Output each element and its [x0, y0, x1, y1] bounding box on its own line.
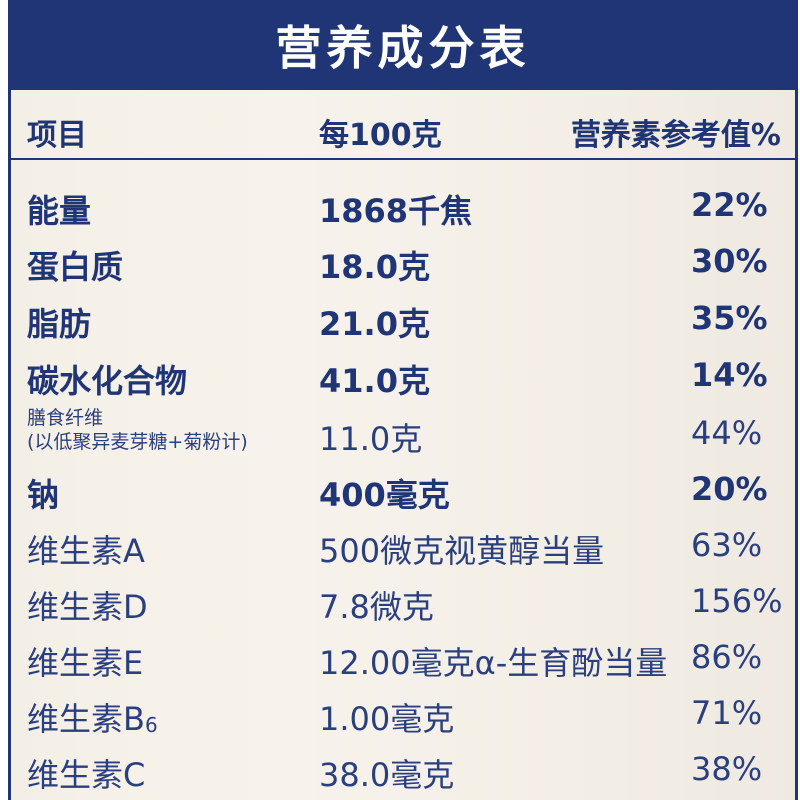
nutrient-nrv: 86% — [691, 638, 763, 676]
nutrient-amount: 12.00毫克α-生育酚当量 — [319, 644, 668, 682]
nutrient-name: 维生素E — [27, 644, 144, 682]
nutrient-amount: 21.0克 — [319, 305, 430, 343]
table-row: 脂肪 21.0克 35% — [11, 291, 795, 347]
nutrient-nrv: 35% — [691, 299, 768, 337]
nutrient-amount: 7.8微克 — [319, 588, 434, 626]
table-row: 能量 1868千焦 22% — [11, 178, 795, 234]
nutrient-name: 维生素D — [27, 588, 148, 626]
table-row: 膳食纤维 (以低聚异麦芽糖+菊粉计) 11.0克 44% — [11, 406, 795, 462]
nutrient-name: 蛋白质 — [27, 248, 124, 286]
nutrient-nrv: 156% — [691, 582, 783, 620]
nutrient-amount: 38.0毫克 — [319, 756, 455, 794]
table-row: 钠 400毫克 20% — [11, 462, 795, 518]
nutrient-amount: 1868千焦 — [319, 192, 473, 230]
nutrient-amount: 500微克视黄醇当量 — [319, 532, 605, 570]
header-per100: 每100克 — [319, 118, 442, 153]
table-row: 维生素E 12.00毫克α-生育酚当量 86% — [11, 630, 795, 686]
nutrient-name-block: 膳食纤维 (以低聚异麦芽糖+菊粉计) — [27, 406, 248, 454]
nutrient-amount: 400毫克 — [319, 476, 450, 514]
nutrient-nrv: 63% — [691, 526, 763, 564]
nutrient-name: 维生素C — [27, 756, 146, 794]
title-bar: 营养成分表 — [11, 0, 795, 90]
table-row: 碳水化合物 41.0克 14% — [11, 348, 795, 404]
nutrition-table: 营养成分表 项目 每100克 营养素参考值% 能量 1868千焦 22% 蛋白质… — [8, 0, 798, 800]
header-item: 项目 — [27, 118, 87, 153]
nutrient-name: 维生素B — [27, 700, 145, 738]
header-row: 项目 每100克 营养素参考值% — [11, 98, 795, 160]
table-title: 营养成分表 — [275, 21, 531, 75]
nutrient-name: 膳食纤维 — [27, 407, 104, 429]
nutrient-nrv: 44% — [691, 414, 763, 452]
table-row: 维生素D 7.8微克 156% — [11, 574, 795, 630]
nutrient-name: 钠 — [27, 476, 60, 514]
nutrient-name-subscript: 6 — [144, 713, 158, 737]
nutrient-name: 碳水化合物 — [27, 362, 188, 400]
nutrient-nrv: 38% — [691, 750, 763, 788]
nutrient-name: 维生素A — [27, 532, 145, 570]
header-nrv: 营养素参考值% — [570, 118, 781, 153]
nutrient-amount: 41.0克 — [319, 362, 430, 400]
nutrient-amount: 1.00毫克 — [319, 700, 455, 738]
nutrient-nrv: 22% — [691, 186, 768, 224]
nutrient-nrv: 30% — [691, 242, 768, 280]
nutrient-amount: 11.0克 — [319, 420, 423, 458]
nutrient-nrv: 14% — [691, 356, 768, 394]
nutrient-nrv: 71% — [691, 694, 763, 732]
nutrient-amount: 18.0克 — [319, 248, 430, 286]
nutrient-name-block: 维生素B6 — [27, 694, 158, 740]
table-row: 蛋白质 18.0克 30% — [11, 234, 795, 290]
nutrient-name: 能量 — [27, 192, 92, 230]
table-row: 维生素B6 1.00毫克 71% — [11, 686, 795, 742]
table-row: 维生素A 500微克视黄醇当量 63% — [11, 518, 795, 574]
nutrient-nrv: 20% — [691, 470, 768, 508]
nutrient-name-note: (以低聚异麦芽糖+菊粉计) — [27, 431, 248, 453]
table-row: 维生素C 38.0毫克 38% — [11, 742, 795, 798]
nutrient-name: 脂肪 — [27, 305, 92, 343]
